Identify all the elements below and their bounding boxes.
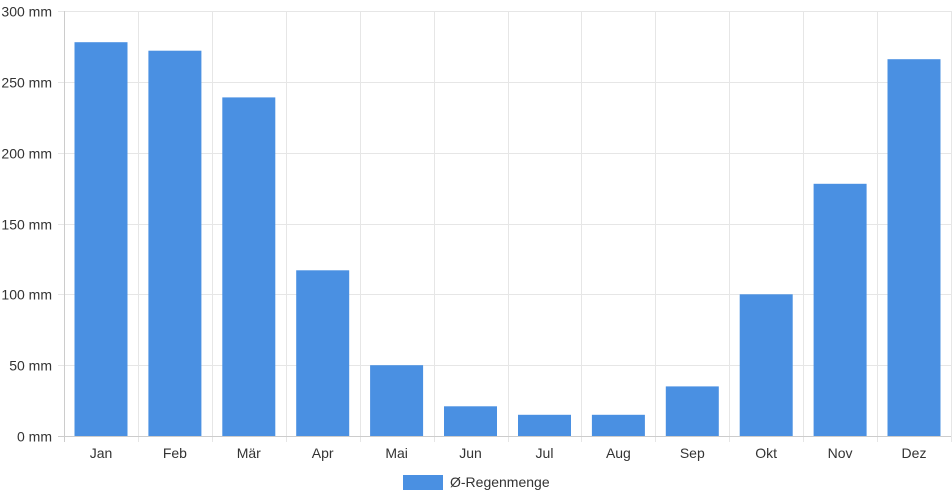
legend-label[interactable]: Ø-Regenmenge	[450, 474, 550, 490]
bar-mai[interactable]	[370, 365, 424, 436]
bar-jan[interactable]	[74, 42, 128, 436]
y-tick-label: 0 mm	[17, 429, 52, 445]
x-tick-label: Mai	[385, 445, 408, 461]
bar-okt[interactable]	[739, 294, 793, 436]
bar-sep[interactable]	[665, 386, 719, 436]
y-tick-label: 250 mm	[1, 75, 52, 91]
bars	[74, 42, 941, 437]
legend[interactable]: Ø-Regenmenge	[403, 474, 550, 490]
y-tick-label: 150 mm	[1, 217, 52, 233]
y-tick-label: 300 mm	[1, 4, 52, 20]
legend-swatch[interactable]	[403, 475, 443, 490]
x-tick-label: Jul	[536, 445, 554, 461]
x-tick-label: Apr	[312, 445, 334, 461]
bar-jun[interactable]	[444, 406, 497, 437]
bar-jul[interactable]	[518, 414, 571, 437]
y-tick-label: 50 mm	[9, 358, 52, 374]
x-tick-label: Dez	[902, 445, 927, 461]
x-tick-label: Okt	[755, 445, 777, 461]
y-axis-tick-labels: 0 mm 50 mm 100 mm 150 mm 200 mm 250 mm 300 mm	[1, 4, 52, 445]
x-tick-label: Feb	[163, 445, 187, 461]
bar-aug[interactable]	[591, 414, 645, 437]
bar-dez[interactable]	[887, 59, 941, 436]
bar-nov[interactable]	[813, 183, 867, 436]
y-tick-label: 200 mm	[1, 146, 52, 162]
grid-lines	[58, 11, 952, 442]
bar-apr[interactable]	[296, 270, 350, 437]
bar-mär[interactable]	[222, 97, 276, 437]
x-tick-label: Nov	[828, 445, 853, 461]
bar-feb[interactable]	[148, 50, 202, 436]
x-tick-label: Jun	[459, 445, 482, 461]
x-axis-tick-labels: Jan Feb Mär Apr Mai Jun Jul Aug Sep Okt Nov Dez	[90, 445, 927, 461]
x-tick-label: Mär	[237, 445, 261, 461]
x-tick-label: Jan	[90, 445, 113, 461]
x-tick-label: Sep	[680, 445, 705, 461]
x-tick-label: Aug	[606, 445, 631, 461]
y-tick-label: 100 mm	[1, 287, 52, 303]
